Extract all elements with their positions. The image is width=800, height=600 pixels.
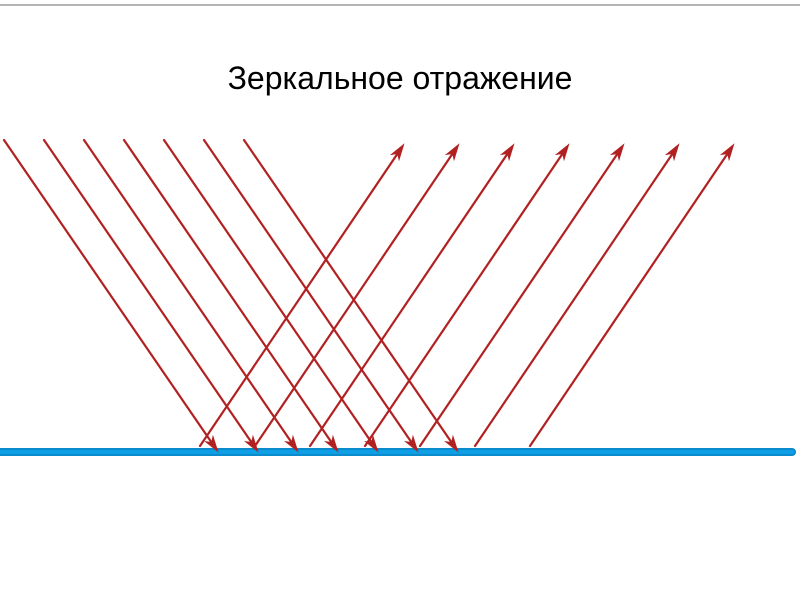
- reflected-ray: [365, 150, 565, 446]
- reflection-diagram: [0, 0, 800, 600]
- incident-ray: [4, 140, 214, 446]
- reflected-ray: [200, 150, 400, 446]
- reflected-ray: [530, 150, 730, 446]
- incident-ray: [244, 140, 454, 446]
- reflected-ray: [420, 150, 620, 446]
- diagram-stage: Зеркальное отражение: [0, 0, 800, 600]
- incident-ray: [204, 140, 414, 446]
- incident-ray: [84, 140, 294, 446]
- reflected-ray: [475, 150, 675, 446]
- reflected-ray: [255, 150, 455, 446]
- reflected-ray: [310, 150, 510, 446]
- incident-ray: [164, 140, 374, 446]
- incident-ray: [44, 140, 254, 446]
